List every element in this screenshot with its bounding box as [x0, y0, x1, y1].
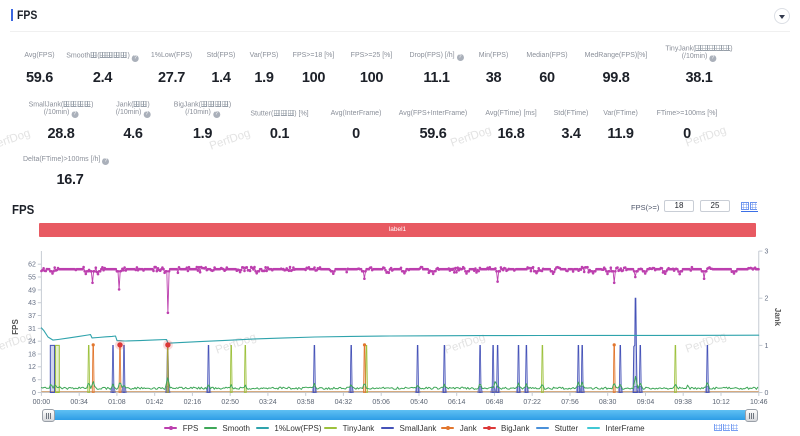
svg-text:05:40: 05:40 [410, 399, 428, 406]
svg-text:PerfDog: PerfDog [214, 331, 258, 356]
svg-text:08:30: 08:30 [599, 399, 617, 406]
svg-text:55: 55 [28, 274, 36, 281]
svg-text:PerfDog: PerfDog [208, 127, 252, 152]
svg-text:09:38: 09:38 [674, 399, 692, 406]
svg-text:6: 6 [32, 377, 36, 384]
svg-text:2: 2 [765, 296, 769, 303]
svg-text:62: 62 [28, 262, 36, 269]
svg-text:49: 49 [28, 287, 36, 294]
svg-text:05:06: 05:06 [372, 399, 390, 406]
svg-text:12: 12 [28, 364, 36, 371]
svg-text:1: 1 [765, 343, 769, 350]
svg-text:00:34: 00:34 [70, 399, 88, 406]
svg-text:3: 3 [765, 249, 769, 256]
svg-text:PerfDog: PerfDog [0, 127, 32, 152]
svg-text:07:22: 07:22 [523, 399, 541, 406]
svg-text:01:08: 01:08 [108, 399, 126, 406]
svg-text:0: 0 [765, 390, 769, 397]
svg-text:09:04: 09:04 [637, 399, 655, 406]
svg-text:43: 43 [28, 300, 36, 307]
svg-text:04:32: 04:32 [335, 399, 353, 406]
svg-text:03:58: 03:58 [297, 399, 315, 406]
svg-text:PerfDog: PerfDog [684, 330, 728, 355]
svg-text:37: 37 [28, 313, 36, 320]
svg-text:10:12: 10:12 [712, 399, 730, 406]
svg-text:06:14: 06:14 [448, 399, 466, 406]
svg-text:PerfDog: PerfDog [449, 124, 493, 149]
svg-text:FPS: FPS [11, 319, 20, 335]
svg-text:06:48: 06:48 [486, 399, 504, 406]
svg-text:24: 24 [28, 339, 36, 346]
svg-text:0: 0 [32, 390, 36, 397]
svg-text:31: 31 [28, 326, 36, 333]
svg-text:Jank: Jank [773, 308, 782, 327]
svg-text:00:00: 00:00 [33, 399, 51, 406]
svg-text:07:56: 07:56 [561, 399, 579, 406]
svg-text:10:46: 10:46 [750, 399, 768, 406]
svg-text:01:42: 01:42 [146, 399, 164, 406]
svg-text:03:24: 03:24 [259, 399, 277, 406]
svg-text:02:50: 02:50 [221, 399, 239, 406]
svg-text:18: 18 [28, 351, 36, 358]
svg-text:02:16: 02:16 [184, 399, 202, 406]
